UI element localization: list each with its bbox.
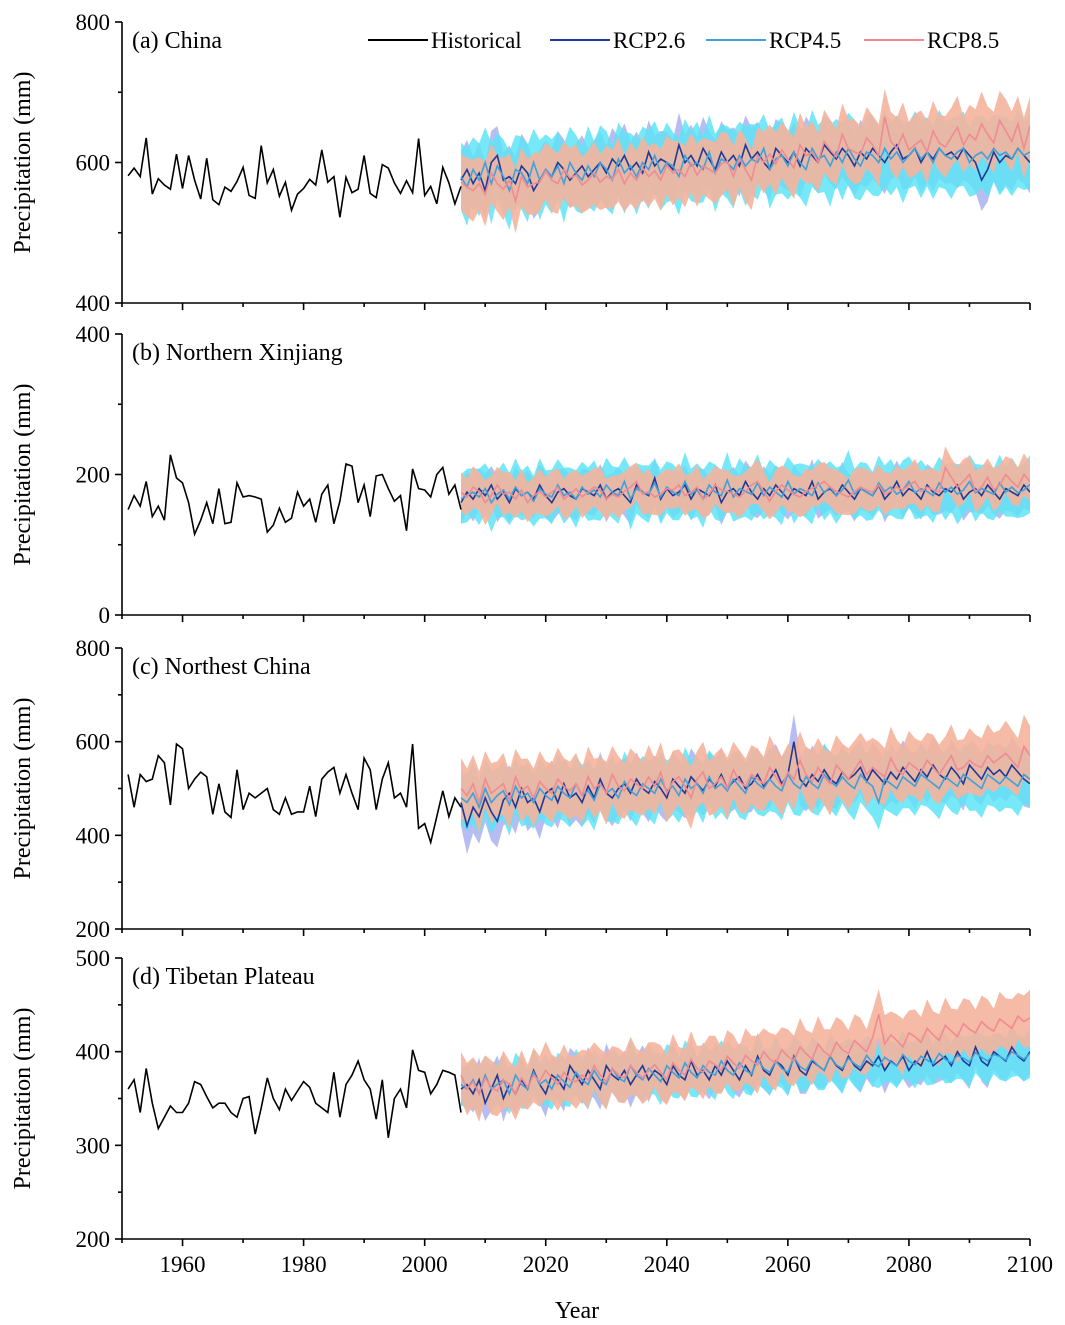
line-rcp26	[460, 741, 1030, 829]
y-tick-label: 400	[76, 322, 111, 347]
y-tick-label: 800	[76, 636, 111, 661]
panel-3: 200 400 600 800 Precipitation (mm) (c) Northe…	[10, 636, 1031, 942]
y-tick-label: 800	[76, 10, 111, 35]
y-axis-label: Precipitation (mm)	[10, 384, 36, 566]
y-tick-label: 200	[76, 917, 111, 942]
y-tick-label: 600	[76, 730, 111, 755]
panel-title: (d) Tibetan Plateau	[132, 964, 315, 990]
line-rcp85	[460, 1013, 1030, 1096]
line-rcp45	[460, 146, 1030, 193]
x-tick-label: 2080	[886, 1252, 932, 1277]
plot-area	[127, 88, 1030, 234]
x-tick-label: 1980	[281, 1252, 327, 1277]
legend-label-rcp85: RCP8.5	[927, 28, 999, 53]
plot-area	[127, 713, 1030, 855]
y-axis-label: Precipitation (mm)	[10, 72, 36, 254]
panel-title: (b) Northern Xinjiang	[132, 340, 343, 366]
line-historical	[127, 742, 462, 846]
y-tick-label: 600	[76, 151, 111, 176]
line-rcp45	[460, 1050, 1030, 1097]
legend: Historical RCP2.6 RCP4.5 RCP8.5	[368, 28, 999, 53]
band-rcp85	[461, 714, 1030, 834]
x-tick-label: 2100	[1007, 1252, 1053, 1277]
legend-label-historical: Historical	[431, 28, 522, 53]
x-tick-label: 2040	[644, 1252, 690, 1277]
panel-title: (c) Northest China	[132, 654, 311, 680]
y-axis-label: Precipitation (mm)	[10, 1008, 36, 1190]
line-historical	[127, 1049, 462, 1138]
panel-title: (a) China	[132, 28, 222, 54]
panel-2: 0 200 400 Precipitation (mm) (b) Northern Xi…	[10, 322, 1031, 628]
band-rcp85	[461, 88, 1030, 234]
line-rcp26	[460, 142, 1030, 194]
panel-4: 200 300 400 500 Precipitation (mm) (d) Tibeta…	[10, 946, 1031, 1252]
legend-label-rcp45: RCP4.5	[769, 28, 841, 53]
line-rcp85	[460, 744, 1030, 806]
line-rcp85	[460, 116, 1030, 205]
line-rcp85	[460, 465, 1030, 505]
plot-area	[127, 988, 1030, 1138]
x-axis-label: Year	[555, 1298, 599, 1324]
line-historical	[127, 137, 462, 218]
x-tick-label: 1960	[160, 1252, 206, 1277]
x-tick-label: 2020	[523, 1252, 569, 1277]
y-tick-label: 300	[76, 1133, 111, 1158]
line-rcp26	[460, 475, 1030, 505]
legend-label-rcp26: RCP2.6	[613, 28, 685, 53]
y-tick-label: 400	[76, 1040, 111, 1065]
x-tick-label: 2060	[765, 1252, 811, 1277]
band-rcp85	[461, 446, 1030, 526]
y-tick-label: 400	[76, 291, 111, 316]
y-tick-label: 200	[76, 1227, 111, 1252]
y-tick-label: 0	[99, 603, 111, 628]
plot-area	[127, 446, 1030, 537]
y-tick-label: 200	[76, 463, 111, 488]
line-rcp45	[460, 772, 1030, 810]
y-tick-label: 400	[76, 823, 111, 848]
x-tick-label: 2000	[402, 1252, 448, 1277]
line-historical	[127, 454, 462, 537]
panels-group: 400 600 800 Precipitation (mm) (a) China 0 200…	[10, 10, 1053, 1277]
y-axis-label: Precipitation (mm)	[10, 698, 36, 880]
y-tick-label: 500	[76, 946, 111, 971]
panel-1: 400 600 800 Precipitation (mm) (a) China	[10, 10, 1031, 316]
